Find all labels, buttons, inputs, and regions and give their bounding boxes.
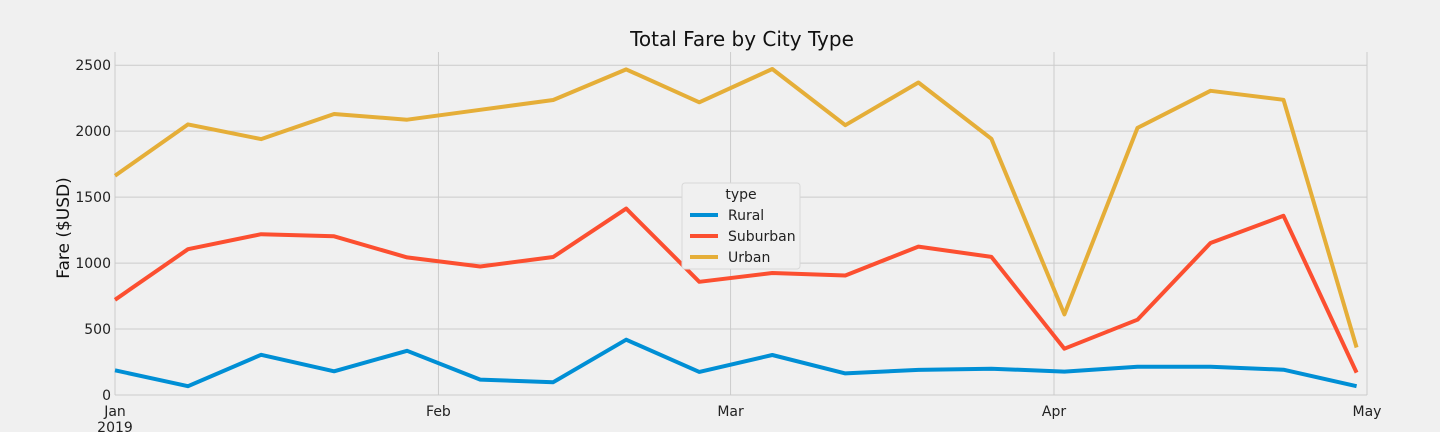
x-tick-label: Mar [717,404,744,420]
x-tick-label: Jan [103,404,126,420]
legend-box [681,182,801,270]
series-line-rural [114,337,1358,389]
series-lines [113,67,1359,389]
chart-title: Total Fare by City Type [629,27,854,51]
y-tick-label: 1000 [75,256,111,272]
y-tick-labels: 0 500 1000 1500 2000 2500 [75,58,111,404]
y-tick-label: 2500 [75,58,111,74]
series-line-urban [113,67,1359,349]
legend: type Rural Suburban Urban [681,182,801,270]
x-tick-label: May [1353,404,1382,420]
y-tick-label: 1500 [75,190,111,206]
x-tick-label: Apr [1042,404,1066,420]
legend-label-rural: Rural [728,208,764,224]
series-line-suburban [113,206,1359,374]
y-tick-label: 500 [84,322,111,338]
legend-label-suburban: Suburban [728,229,796,245]
x-tick-label: Feb [426,404,451,420]
y-tick-label: 2000 [75,124,111,140]
legend-title: type [725,187,756,203]
y-axis-label: Fare ($USD) [54,177,74,279]
legend-label-urban: Urban [728,250,770,266]
y-tick-label: 0 [102,388,111,404]
x-tick-sublabel: 2019 [97,420,133,432]
